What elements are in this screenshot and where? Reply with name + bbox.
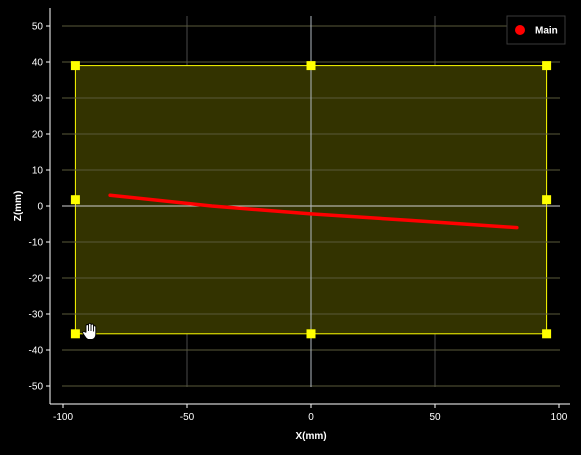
- series-line-main: [108, 193, 519, 230]
- y-tick-label: -30: [29, 310, 44, 321]
- selection-handle[interactable]: [542, 329, 552, 339]
- y-tick-label: -10: [29, 238, 44, 249]
- y-tick-label: -40: [29, 346, 44, 357]
- y-tick-label: 30: [32, 94, 44, 105]
- y-tick-label: 10: [32, 166, 44, 177]
- y-tick-label: 40: [32, 58, 44, 69]
- selection-handle[interactable]: [70, 61, 80, 71]
- x-tick-label: 100: [551, 412, 568, 423]
- selection-handle[interactable]: [542, 61, 552, 71]
- y-tick-label: 20: [32, 130, 44, 141]
- x-tick-label: -100: [53, 412, 73, 423]
- x-tick-label: 50: [429, 412, 441, 423]
- legend-marker: [515, 25, 525, 35]
- x-axis-title: X(mm): [295, 431, 326, 442]
- y-tick-label: 0: [37, 202, 43, 213]
- y-tick-label: 50: [32, 22, 44, 33]
- hand-cursor-icon: [82, 322, 97, 340]
- legend-label: Main: [535, 26, 558, 37]
- selection-handle[interactable]: [70, 329, 80, 339]
- y-tick-label: -50: [29, 382, 44, 393]
- y-axis-title: Z(mm): [13, 191, 24, 222]
- selection-handle[interactable]: [306, 61, 316, 71]
- selection-handle[interactable]: [306, 329, 316, 339]
- y-tick-label: -20: [29, 274, 44, 285]
- selection-handle[interactable]: [542, 195, 552, 205]
- selection-handle[interactable]: [70, 195, 80, 205]
- x-tick-label: -50: [180, 412, 195, 423]
- x-tick-label: 0: [308, 412, 314, 423]
